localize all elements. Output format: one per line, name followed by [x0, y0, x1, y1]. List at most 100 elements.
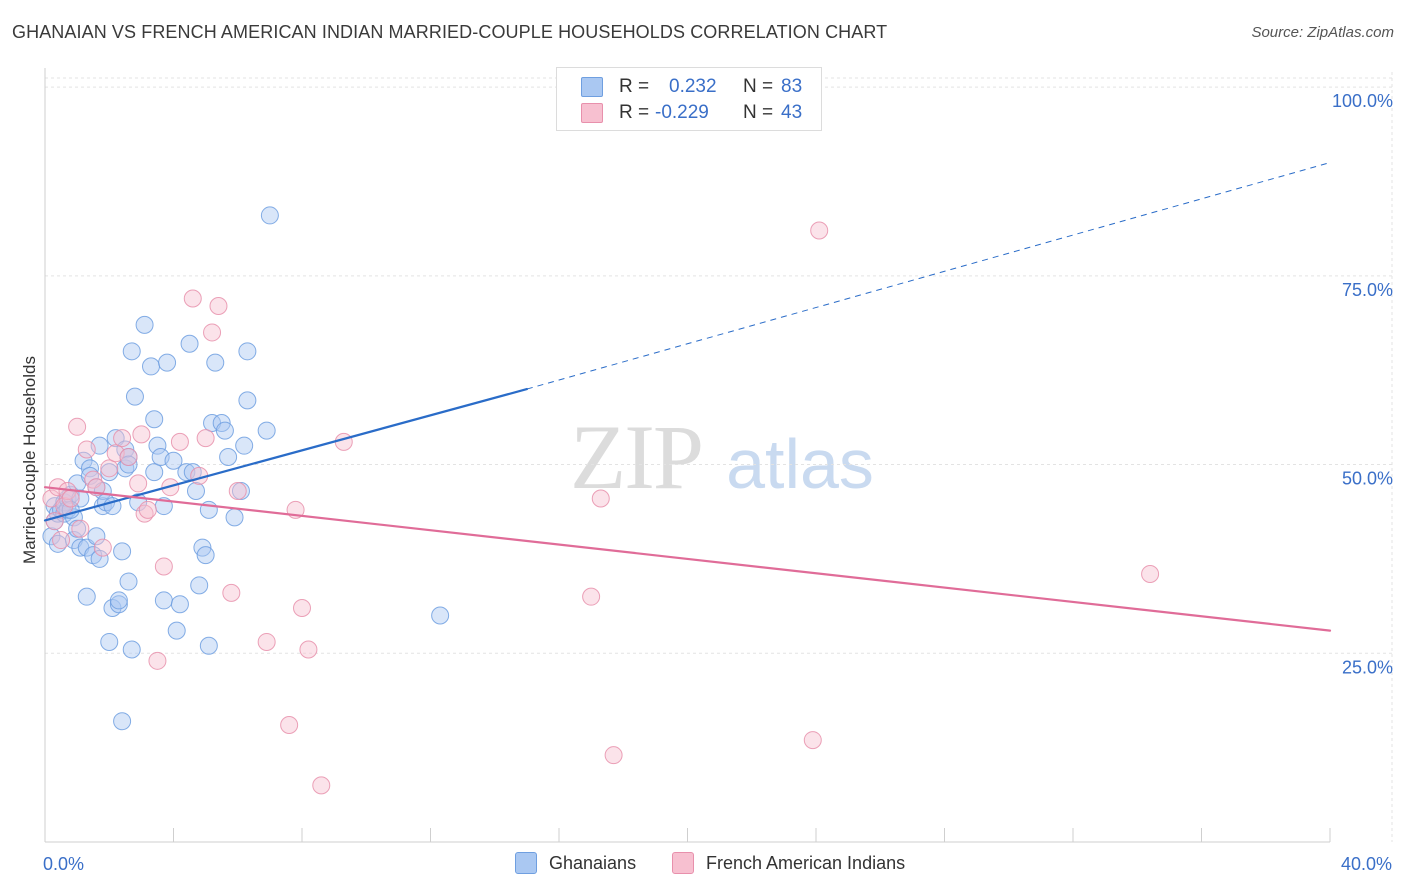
r-label: R =	[619, 102, 650, 123]
ghanaians-point	[257, 421, 276, 440]
stats-box: R = 0.232 N = 83 R = -0.229 N = 43	[556, 67, 822, 131]
stats-row-ghanaians: R = 0.232 N = 83	[581, 75, 802, 99]
french-american-indians-point	[170, 432, 189, 451]
ghanaians-point	[77, 587, 96, 606]
ghanaians-point	[238, 342, 257, 361]
french-american-indians-point	[138, 500, 157, 519]
french-american-indians-point	[257, 632, 276, 651]
ghanaians-point	[167, 621, 186, 640]
legend-swatch-french-american-indians	[672, 852, 694, 874]
french-american-indians-point	[119, 448, 138, 466]
data-points	[42, 206, 1160, 795]
ghanaians-point	[87, 527, 106, 546]
ghanaians-point	[154, 591, 173, 610]
legend-item-ghanaians[interactable]: Ghanaians	[515, 852, 636, 874]
french-american-indians-point	[61, 489, 80, 508]
r-label: R =	[619, 76, 650, 97]
ghanaians-point	[74, 451, 93, 470]
french-american-indians-point	[582, 587, 601, 606]
ghanaians-point	[186, 481, 205, 500]
ghanaians-point	[215, 421, 234, 440]
y-tick-label: 50.0%	[1342, 469, 1393, 489]
legend-label-ghanaians: Ghanaians	[549, 852, 637, 873]
ghanaians-point	[199, 636, 218, 655]
ghanaians-point	[260, 206, 279, 225]
ghanaians-trend-line	[43, 387, 528, 522]
french-american-indians-point	[132, 425, 151, 444]
french-american-indians-point	[77, 440, 96, 459]
y-tick-label: 100.0%	[1332, 91, 1393, 111]
french-american-indians-point	[100, 459, 119, 478]
french-american-indians-point	[810, 221, 829, 240]
ghanaians-point	[109, 595, 128, 614]
french-american-indians-point	[113, 429, 132, 448]
ghanaians-point	[113, 712, 132, 731]
french-american-indians-point	[228, 481, 247, 500]
french-american-indians-point	[183, 289, 202, 308]
french-american-indians-point	[68, 417, 87, 436]
x-tick-label: 40.0%	[1341, 854, 1392, 874]
watermark-zip: ZIP	[570, 406, 702, 508]
ghanaians-point	[122, 640, 141, 659]
french-american-indians-point	[803, 731, 822, 750]
french-american-indians-point	[293, 598, 311, 617]
watermark: ZIP atlas	[570, 406, 874, 508]
ghanaians-point	[80, 459, 99, 478]
ghanaians-point	[42, 527, 61, 546]
y-tick-label: 75.0%	[1342, 280, 1393, 300]
stats-swatch-french-american-indians	[581, 103, 603, 123]
ghanaians-point	[190, 576, 209, 595]
y-tick-label: 25.0%	[1342, 657, 1393, 677]
ghanaians-point	[109, 591, 128, 610]
french-american-indians-point	[209, 297, 228, 316]
ghanaians-point	[100, 632, 119, 651]
source-label: Source: ZipAtlas.com	[1251, 24, 1394, 41]
french-american-indians-point	[93, 538, 112, 557]
ghanaians-point	[180, 334, 199, 353]
ghanaians-point	[113, 542, 132, 561]
french-american-indians-point	[334, 432, 353, 451]
french-american-indians-point	[280, 715, 299, 734]
n-value: 83	[781, 76, 803, 97]
axes	[44, 68, 1331, 843]
french-american-indians-point	[196, 429, 215, 448]
french-american-indians-point	[154, 557, 173, 576]
ghanaians-point	[225, 508, 244, 527]
ghanaians-point	[431, 606, 450, 625]
french-american-indians-point	[591, 489, 610, 508]
legend-item-french-american-indians[interactable]: French American Indians	[672, 852, 905, 874]
stats-swatch-ghanaians	[581, 77, 603, 97]
stats-row-french-american-indians: R = -0.229 N = 43	[581, 101, 802, 125]
ghanaians-trend-extension	[526, 162, 1331, 390]
grid-lines	[45, 72, 1393, 842]
ghanaians-point	[196, 546, 215, 565]
french-american-indians-point	[203, 323, 222, 342]
ghanaians-point	[145, 463, 164, 482]
legend: Ghanaians French American Indians	[0, 852, 1406, 878]
ghanaians-point	[219, 448, 238, 466]
ghanaians-point	[238, 391, 257, 410]
french-american-indians-point	[312, 776, 331, 795]
n-label: N =	[743, 76, 774, 97]
y-axis-label: Married-couple Households	[20, 356, 39, 564]
ghanaians-point	[142, 357, 161, 376]
french-american-indians-point	[604, 746, 623, 765]
chart-title: GHANAIAN VS FRENCH AMERICAN INDIAN MARRI…	[12, 22, 888, 42]
french-american-indians-point	[148, 651, 167, 670]
ghanaians-point	[164, 451, 183, 470]
trend-lines	[43, 162, 1332, 632]
ghanaians-point	[145, 410, 164, 429]
n-label: N =	[743, 102, 774, 123]
r-value: -0.229	[655, 102, 709, 123]
ghanaians-point	[90, 549, 109, 568]
x-tick-label: 0.0%	[43, 854, 84, 874]
ghanaians-point	[235, 436, 254, 455]
legend-swatch-ghanaians	[515, 852, 537, 874]
n-value: 43	[781, 102, 803, 123]
ghanaians-point	[119, 455, 138, 474]
french-american-indians-point	[52, 531, 71, 550]
ghanaians-point	[135, 315, 154, 334]
french-american-indians-point	[129, 474, 148, 493]
french-american-indians-point	[222, 583, 241, 602]
